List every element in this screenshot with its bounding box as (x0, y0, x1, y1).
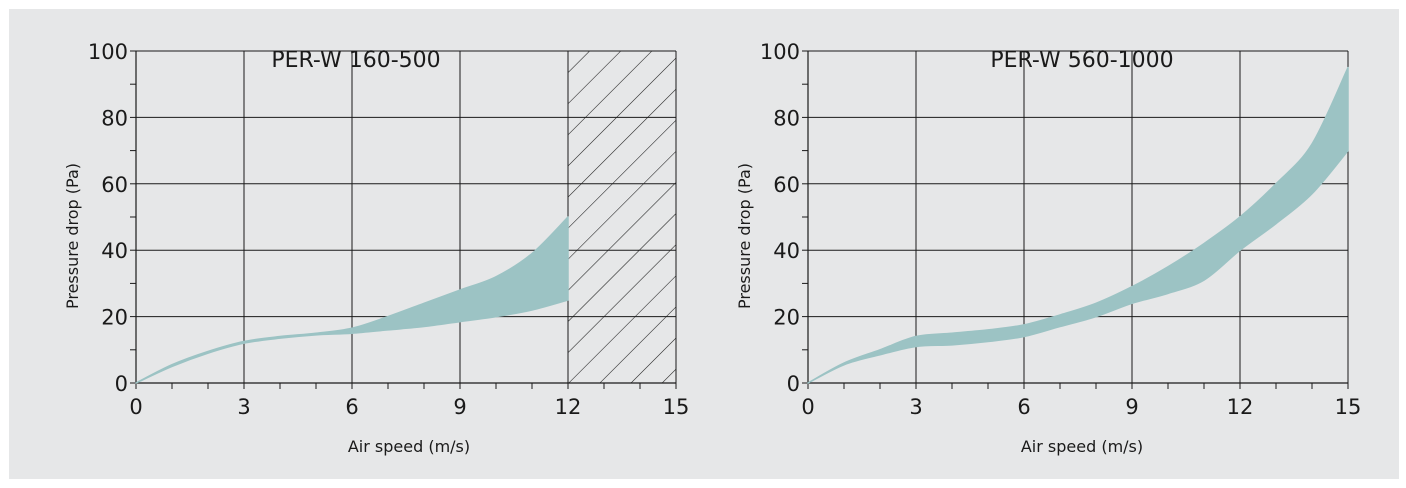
x-tick-label: 9 (453, 395, 466, 419)
chart-right: PER-W 560-1000 Air speed (m/s) Pressure … (735, 40, 1361, 456)
pressure-drop-band (807, 66, 1349, 384)
y-tick-label: 40 (101, 239, 128, 263)
y-tick-label: 0 (115, 372, 128, 396)
chart-left: PER-W 160-500 Air speed (m/s) Pressure d… (63, 40, 689, 456)
x-tick-label: 3 (237, 395, 250, 419)
hatched-region (568, 51, 676, 383)
grid (130, 50, 677, 389)
x-tick-label: 0 (801, 395, 814, 419)
pressure-drop-band (135, 216, 569, 384)
x-tick-label: 15 (663, 395, 690, 419)
x-tick-label: 3 (909, 395, 922, 419)
y-tick-label: 20 (773, 306, 800, 330)
y-tick-label: 60 (773, 173, 800, 197)
y-tick-label: 60 (101, 173, 128, 197)
chart-title: PER-W 560-1000 (990, 48, 1173, 73)
charts-svg: PER-W 160-500 Air speed (m/s) Pressure d… (63, 40, 1361, 456)
y-tick-label: 100 (88, 40, 128, 64)
x-tick-label: 6 (1017, 395, 1030, 419)
y-tick-label: 100 (760, 40, 800, 64)
chart-panel: PER-W 160-500 Air speed (m/s) Pressure d… (9, 9, 1399, 479)
x-axis-label: Air speed (m/s) (348, 437, 470, 456)
y-tick-label: 80 (101, 106, 128, 130)
x-axis-label: Air speed (m/s) (1021, 437, 1143, 456)
y-axis-label: Pressure drop (Pa) (63, 163, 82, 309)
y-tick-label: 20 (101, 306, 128, 330)
x-tick-label: 9 (1125, 395, 1138, 419)
x-tick-label: 12 (1227, 395, 1254, 419)
x-tick-label: 15 (1335, 395, 1362, 419)
y-tick-label: 80 (773, 106, 800, 130)
chart-title: PER-W 160-500 (271, 48, 440, 73)
band-area (807, 66, 1349, 384)
y-tick-label: 40 (773, 239, 800, 263)
band-area (135, 216, 569, 384)
y-axis-label: Pressure drop (Pa) (735, 163, 754, 309)
y-tick-label: 0 (787, 372, 800, 396)
x-tick-label: 6 (345, 395, 358, 419)
x-tick-label: 12 (555, 395, 582, 419)
x-tick-label: 0 (129, 395, 142, 419)
